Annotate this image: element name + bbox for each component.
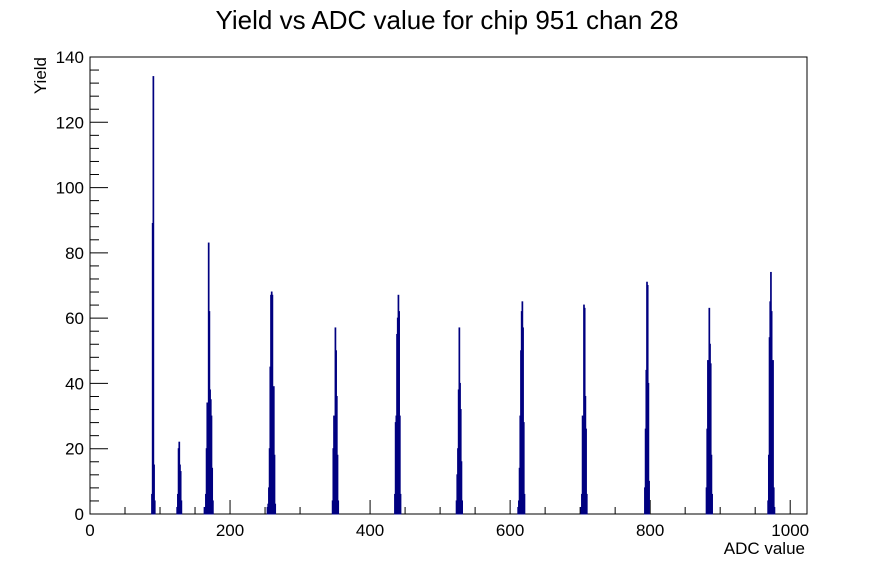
histogram-bin bbox=[773, 506, 776, 515]
histogram-bin bbox=[461, 500, 464, 515]
y-tick-label: 80 bbox=[65, 244, 84, 263]
y-tick-label: 140 bbox=[56, 48, 84, 67]
y-axis-label: Yield bbox=[31, 57, 50, 94]
histogram-bars bbox=[151, 76, 776, 515]
x-tick-label: 1000 bbox=[771, 521, 809, 540]
histogram-bin bbox=[648, 480, 650, 515]
histogram-bin bbox=[212, 500, 214, 515]
histogram-bin bbox=[585, 493, 588, 515]
histogram-bin bbox=[203, 506, 206, 515]
axis-tick-labels: 0 200 400 600 800 1000 0 20 40 60 80 100 120 140 bbox=[56, 48, 809, 540]
x-tick-label: 800 bbox=[636, 521, 664, 540]
histogram-bin bbox=[523, 493, 526, 515]
chart-title: Yield vs ADC value for chip 951 chan 28 bbox=[216, 5, 679, 35]
y-tick-label: 100 bbox=[56, 179, 84, 198]
y-tick-label: 20 bbox=[65, 440, 84, 459]
histogram-bin bbox=[152, 76, 155, 515]
histogram-bin bbox=[180, 500, 183, 515]
x-tick-label: 400 bbox=[356, 521, 384, 540]
histogram-bin bbox=[153, 500, 156, 515]
y-tick-label: 120 bbox=[56, 113, 84, 132]
histogram-bin bbox=[337, 500, 340, 515]
histogram-bin bbox=[711, 493, 713, 515]
axis-ticks bbox=[89, 56, 791, 515]
plot-frame bbox=[89, 56, 808, 515]
x-axis-label: ADC value bbox=[724, 539, 805, 558]
x-tick-label: 200 bbox=[216, 521, 244, 540]
x-tick-label: 0 bbox=[85, 521, 94, 540]
x-tick-label: 600 bbox=[496, 521, 524, 540]
y-tick-label: 0 bbox=[75, 505, 84, 524]
y-tick-label: 40 bbox=[65, 374, 84, 393]
histogram-bin bbox=[399, 493, 402, 515]
y-tick-label: 60 bbox=[65, 309, 84, 328]
histogram-bin bbox=[274, 503, 277, 515]
